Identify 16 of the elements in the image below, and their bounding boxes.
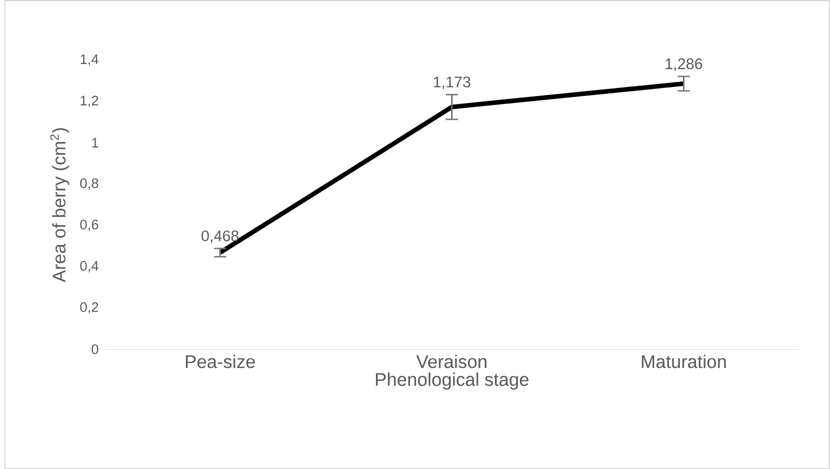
- y-tick-label: 1,4: [80, 54, 98, 66]
- y-axis-title: Area of berry (cm$^{2}$): [50, 128, 70, 282]
- data-label: 0,468: [202, 230, 239, 244]
- x-tick-label: Pea-size: [186, 354, 255, 368]
- y-tick-label: 0,4: [80, 260, 98, 272]
- y-tick-label: 1,2: [80, 96, 98, 108]
- data-label: 1,286: [666, 58, 702, 71]
- y-tick-label: 0,8: [80, 178, 98, 190]
- x-tick-label: Maturation: [642, 354, 726, 368]
- y-tick-label: 1: [92, 138, 98, 148]
- y-tick-label: 0,2: [80, 302, 98, 314]
- data-label: 1,173: [434, 76, 470, 90]
- x-axis-title: Phenological stage: [376, 372, 528, 390]
- y-tick-label: 0: [92, 344, 98, 354]
- x-tick-label: Veraison: [416, 354, 486, 368]
- y-tick-label: 0,6: [80, 220, 98, 231]
